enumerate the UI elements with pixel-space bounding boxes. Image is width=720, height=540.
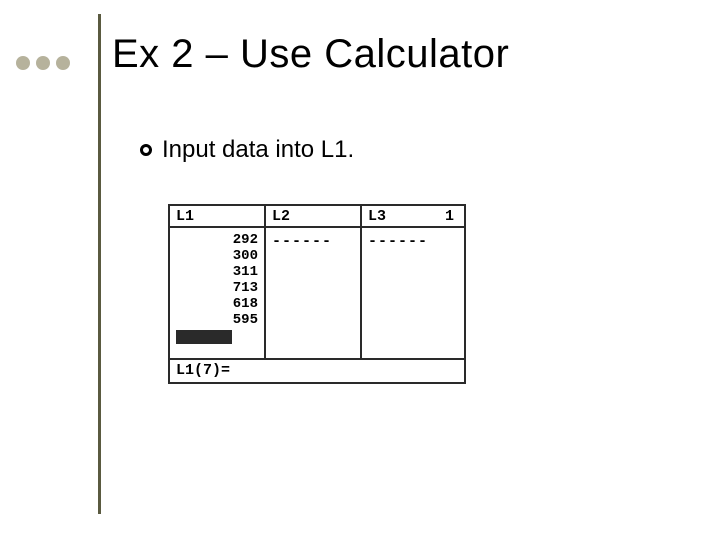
calc-header-l2: L2	[266, 206, 362, 226]
dot-icon	[16, 56, 30, 70]
l1-value: 311	[176, 264, 258, 280]
calc-footer: L1(7)=	[170, 358, 464, 382]
dot-icon	[36, 56, 50, 70]
calc-col-l3: ------	[362, 228, 464, 358]
l1-value: 713	[176, 280, 258, 296]
subtitle-row: Input data into L1.	[140, 136, 354, 164]
calc-header-row: L1 L2 L3 1	[170, 206, 464, 228]
calc-body: 292 300 311 713 618 595 ------ ------	[170, 228, 464, 358]
hollow-bullet-icon	[140, 144, 152, 156]
calc-cursor	[176, 330, 232, 344]
l3-empty-dashes: ------	[368, 232, 458, 250]
calc-header-l1: L1	[170, 206, 266, 226]
slide-title: Ex 2 – Use Calculator	[112, 32, 509, 77]
calc-col-l1: 292 300 311 713 618 595	[170, 228, 266, 358]
l1-value: 300	[176, 248, 258, 264]
calc-col-l2: ------	[266, 228, 362, 358]
vertical-divider	[98, 14, 101, 514]
calculator-screen: L1 L2 L3 1 292 300 311 713 618 595 -----…	[168, 204, 466, 384]
l1-value: 595	[176, 312, 258, 328]
dot-icon	[56, 56, 70, 70]
l1-value: 292	[176, 232, 258, 248]
l2-empty-dashes: ------	[272, 232, 354, 250]
calc-header-l3: L3	[362, 206, 422, 226]
l1-value: 618	[176, 296, 258, 312]
title-bullets	[16, 56, 70, 70]
subtitle-text: Input data into L1.	[162, 136, 354, 164]
calc-column-indicator: 1	[422, 208, 464, 225]
